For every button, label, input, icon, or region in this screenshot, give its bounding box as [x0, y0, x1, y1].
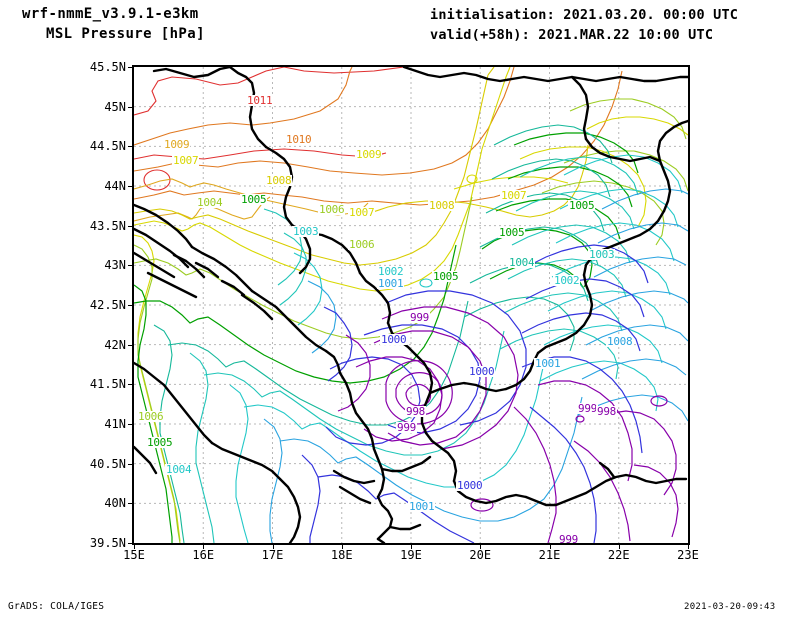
x-axis-tick-label: 23E [677, 548, 699, 562]
contour-value-label: 1005 [240, 193, 268, 206]
x-axis-tick-mark [688, 544, 689, 549]
x-axis-tick-mark [203, 544, 205, 549]
y-axis-tick-mark [128, 67, 133, 68]
y-axis-tick-mark [128, 265, 133, 267]
contour-value-label: 998 [596, 405, 617, 418]
contour-value-label: 998 [405, 405, 426, 418]
y-axis-tick-label: 44.5N [89, 139, 126, 154]
x-axis-tick-mark [411, 544, 412, 549]
contour-value-label: 1006 [137, 410, 165, 423]
contour-value-label: 1002 [377, 265, 405, 278]
contour-value-label: 1000 [468, 365, 496, 378]
x-axis-tick-label: 15E [123, 548, 145, 562]
contour-value-label: 1009 [163, 138, 191, 151]
y-axis-tick-mark [128, 463, 133, 465]
field-name-label: MSL Pressure [hPa] [46, 26, 205, 42]
render-timestamp: 2021-03-20-09:43 [684, 602, 776, 612]
contour-value-label: 1003 [588, 248, 616, 261]
x-axis-tick-label: 16E [192, 548, 215, 562]
pressure-contours [134, 67, 688, 543]
contour-value-label: 1010 [285, 133, 313, 146]
y-axis-tick-label: 40N [104, 496, 126, 511]
y-axis-tick-mark [128, 225, 133, 227]
x-axis-tick-mark [341, 544, 343, 549]
contour-value-label: 999 [577, 402, 598, 415]
contour-value-label: 1000 [456, 479, 484, 492]
contour-value-label: 1001 [377, 277, 405, 290]
contour-value-label: 1007 [500, 189, 528, 202]
y-axis-tick-mark [128, 543, 133, 544]
x-axis-tick-label: 20E [469, 548, 492, 562]
model-name-label: wrf-nmmE_v3.9.1-e3km [22, 6, 199, 22]
contour-value-label: 1003 [292, 225, 320, 238]
x-axis-tick-label: 22E [607, 548, 630, 562]
contour-plot-frame: 1011 1010 1009 1009 1007 1008 1007 1004 1005 1008… [132, 65, 690, 545]
grads-credit-label: GrADS: COLA/IGES [8, 601, 105, 612]
y-axis-tick-mark [128, 146, 133, 148]
contour-value-label: 1005 [498, 226, 526, 239]
contour-value-label: 1008 [265, 174, 293, 187]
x-axis-tick-mark [549, 544, 551, 549]
contour-value-label: 1007 [348, 206, 376, 219]
initialisation-label: initialisation: 2021.03.20. 00:00 UTC [430, 7, 739, 23]
y-axis-tick-label: 42.5N [89, 298, 126, 312]
y-axis-tick-mark [128, 384, 133, 386]
y-axis-tick-label: 43.5N [89, 218, 126, 233]
x-axis-tick-mark [480, 544, 482, 549]
valid-time-label: valid(+58h): 2021.MAR.22 10:00 UTC [430, 27, 714, 43]
contour-value-label: 1008 [428, 199, 456, 212]
x-axis-tick-label: 19E [400, 548, 422, 562]
x-axis-tick-label: 17E [261, 548, 284, 562]
y-axis-tick-label: 43N [104, 258, 126, 273]
contour-value-label: 999 [396, 421, 417, 434]
y-axis-tick-mark [128, 503, 133, 505]
contour-value-label: 1001 [408, 500, 436, 513]
contour-value-label: 1007 [172, 154, 200, 167]
contour-plot-canvas: 1011 1010 1009 1009 1007 1008 1007 1004 1005 1008… [134, 67, 688, 543]
contour-value-label: 1008 [606, 335, 634, 348]
contour-value-label: 1004 [196, 196, 224, 209]
contour-value-label: 1004 [165, 463, 193, 476]
x-axis-tick-label: 18E [330, 548, 353, 562]
y-axis-tick-label: 39.5N [89, 536, 126, 550]
contour-value-label: 1002 [553, 274, 581, 287]
contour-value-label: 999 [558, 533, 579, 543]
y-axis-tick-label: 41N [104, 417, 126, 431]
x-axis-tick-label: 21E [538, 548, 561, 562]
contour-value-label: 1009 [355, 148, 383, 161]
contour-value-label: 999 [409, 311, 430, 324]
y-axis-tick-label: 45.5N [89, 60, 126, 74]
y-axis-tick-label: 44N [104, 179, 126, 193]
y-axis-tick-mark [128, 424, 133, 425]
y-axis-tick-mark [128, 344, 133, 346]
contour-value-label: 1005 [146, 436, 174, 449]
contour-value-label: 1006 [318, 203, 346, 216]
x-axis-tick-mark [272, 544, 274, 549]
x-axis-tick-mark [134, 544, 135, 549]
y-axis-tick-mark [128, 186, 133, 187]
y-axis-tick-mark [128, 305, 133, 306]
contour-value-label: 1011 [246, 94, 274, 107]
contour-value-label: 1004 [508, 256, 536, 269]
contour-value-label: 1001 [534, 357, 562, 370]
contour-value-label: 1005 [432, 270, 460, 283]
contour-value-label: 1005 [568, 199, 596, 212]
contour-value-label: 1000 [380, 333, 408, 346]
y-axis-tick-mark [128, 106, 133, 108]
y-axis-tick-label: 41.5N [89, 377, 126, 392]
y-axis-tick-label: 45N [104, 99, 126, 114]
y-axis-tick-label: 42N [104, 337, 126, 352]
contour-value-label: 1006 [348, 238, 376, 251]
chart-header: wrf-nmmE_v3.9.1-e3km MSL Pressure [hPa] … [0, 0, 800, 54]
y-axis-tick-label: 40.5N [89, 456, 126, 471]
x-axis-tick-mark [618, 544, 620, 549]
